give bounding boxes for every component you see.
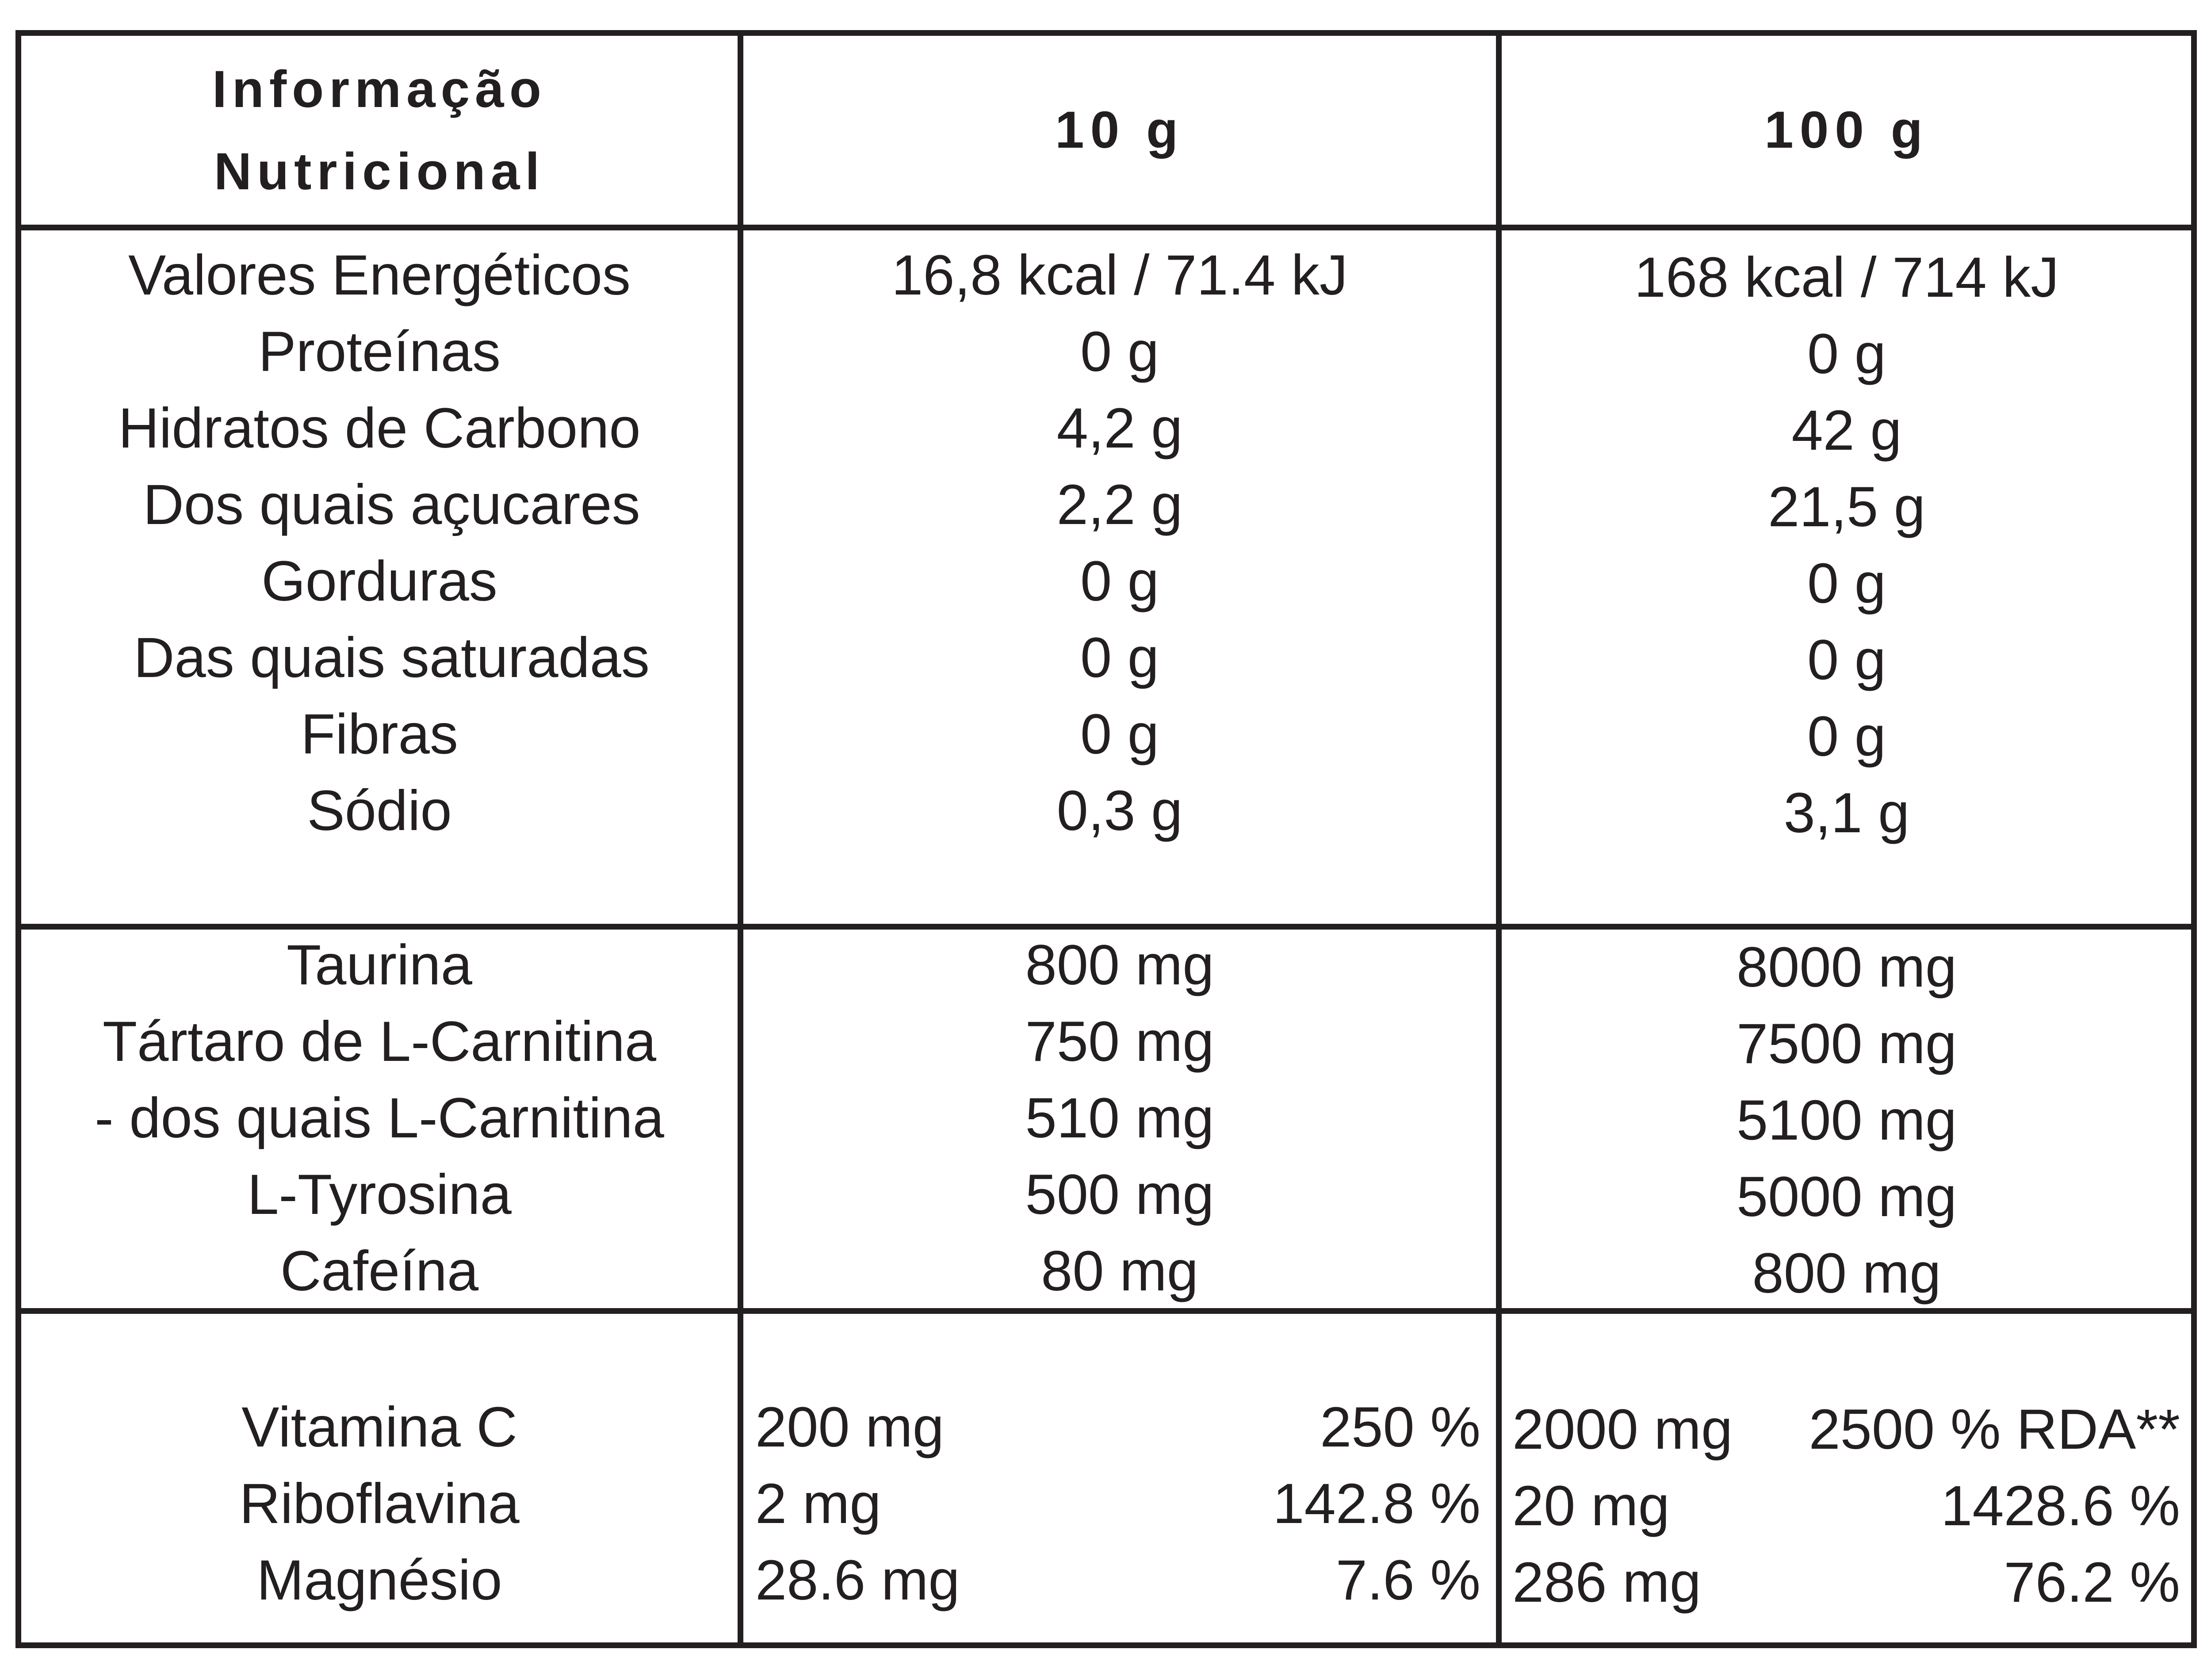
vitamin-amount-100g: 2000 mg	[1512, 1398, 1733, 1461]
vitamin-amount-10g: 2 mg	[755, 1472, 881, 1535]
nutrient-value-10g: 0 g	[1080, 626, 1159, 689]
vitamin-label: Riboflavina	[239, 1472, 520, 1535]
nutrients-labels: Valores Energéticos Proteínas Hidratos d…	[21, 237, 738, 849]
header-title-line1: Informação	[212, 60, 547, 119]
vitamin-row-10g: 2 mg 142.8 %	[755, 1466, 1480, 1542]
nutrient-value-100g: 3,1 g	[1783, 781, 1910, 845]
column-divider-1	[738, 36, 743, 1642]
active-value-10g: 80 mg	[1041, 1240, 1198, 1303]
row-divider-actives	[21, 1308, 2191, 1314]
nutrient-label: Dos quais açucares	[143, 473, 640, 536]
nutrient-value-10g: 2,2 g	[1056, 473, 1183, 536]
active-value-10g: 800 mg	[1025, 934, 1214, 997]
header-col-10g: 10 g	[1055, 101, 1185, 159]
active-value-10g: 510 mg	[1025, 1087, 1214, 1150]
nutrients-values-10g: 16,8 kcal / 71.4 kJ 0 g 4,2 g 2,2 g 0 g …	[743, 237, 1496, 849]
nutrient-value-10g: 4,2 g	[1056, 397, 1183, 460]
vitamins-labels: Vitamina C Riboflavina Magnésio	[21, 1389, 738, 1619]
actives-labels: Taurina Tártaro de L-Carnitina - dos qua…	[21, 927, 738, 1309]
vitamin-label: Magnésio	[256, 1549, 502, 1612]
active-value-100g: 800 mg	[1752, 1242, 1941, 1305]
vitamin-amount-10g: 200 mg	[755, 1396, 944, 1459]
vitamin-row-100g: 2000 mg 2500 % RDA**	[1512, 1391, 2180, 1468]
column-divider-2	[1496, 36, 1502, 1642]
nutrient-label: Das quais saturadas	[134, 626, 650, 689]
vitamin-rda-100g: 76.2 %	[2004, 1551, 2180, 1614]
nutrient-label: Fibras	[301, 703, 458, 766]
nutrients-values-100g: 168 kcal / 714 kJ 0 g 42 g 21,5 g 0 g 0 …	[1502, 239, 2192, 851]
active-label: L-Tyrosina	[247, 1163, 512, 1226]
nutrient-value-10g: 0 g	[1080, 703, 1159, 766]
vitamin-rda-100g: 2500 % RDA**	[1809, 1398, 2180, 1461]
nutrient-label: Valores Energéticos	[128, 244, 631, 307]
header-title-line2: Nutricional	[214, 142, 545, 201]
nutrient-value-10g: 0 g	[1080, 550, 1159, 613]
active-value-10g: 500 mg	[1025, 1163, 1214, 1226]
vitamin-row-10g: 200 mg 250 %	[755, 1389, 1480, 1466]
nutrient-value-100g: 42 g	[1791, 399, 1902, 462]
active-value-100g: 7500 mg	[1736, 1012, 1957, 1075]
active-label: - dos quais L-Carnitina	[95, 1087, 664, 1150]
nutrient-value-10g: 0,3 g	[1056, 779, 1183, 842]
actives-values-100g: 8000 mg 7500 mg 5100 mg 5000 mg 800 mg	[1502, 929, 2192, 1312]
vitamin-rda-10g: 142.8 %	[1273, 1472, 1480, 1535]
vitamin-amount-100g: 20 mg	[1512, 1474, 1670, 1538]
vitamin-row-100g: 20 mg 1428.6 %	[1512, 1468, 2180, 1544]
nutrient-value-100g: 0 g	[1807, 322, 1886, 386]
vitamin-row-10g: 28.6 mg 7.6 %	[755, 1542, 1480, 1619]
nutrient-value-10g: 0 g	[1080, 320, 1159, 383]
vitamins-values-10g: 200 mg 250 % 2 mg 142.8 % 28.6 mg 7.6 %	[755, 1389, 1480, 1619]
row-divider-header	[21, 225, 2191, 230]
nutrient-value-100g: 0 g	[1807, 552, 1886, 615]
active-label: Tártaro de L-Carnitina	[102, 1010, 657, 1073]
header-col-100g: 100 g	[1764, 101, 1929, 159]
active-label: Taurina	[287, 934, 472, 997]
nutrition-table: Informação Nutricional 10 g 100 g Valore…	[15, 30, 2197, 1648]
vitamin-rda-10g: 7.6 %	[1335, 1549, 1480, 1612]
active-value-10g: 750 mg	[1025, 1010, 1214, 1073]
active-value-100g: 5100 mg	[1736, 1089, 1957, 1152]
active-label: Cafeína	[280, 1240, 479, 1303]
nutrient-label: Sódio	[307, 779, 452, 842]
vitamin-amount-10g: 28.6 mg	[755, 1549, 960, 1612]
nutrient-value-100g: 21,5 g	[1768, 475, 1925, 539]
active-value-100g: 5000 mg	[1736, 1165, 1957, 1228]
nutrient-value-100g: 0 g	[1807, 628, 1886, 692]
actives-values-10g: 800 mg 750 mg 510 mg 500 mg 80 mg	[743, 927, 1496, 1309]
vitamin-rda-100g: 1428.6 %	[1941, 1474, 2180, 1538]
vitamin-rda-10g: 250 %	[1320, 1396, 1480, 1459]
row-divider-nutrients	[21, 924, 2191, 930]
header-title: Informação Nutricional	[21, 36, 738, 225]
vitamin-label: Vitamina C	[241, 1396, 517, 1459]
nutrient-value-100g: 168 kcal / 714 kJ	[1634, 246, 2059, 309]
vitamin-amount-100g: 286 mg	[1512, 1551, 1701, 1614]
nutrient-label: Gorduras	[261, 550, 497, 613]
vitamin-row-100g: 286 mg 76.2 %	[1512, 1544, 2180, 1621]
active-value-100g: 8000 mg	[1736, 936, 1957, 999]
nutrient-value-10g: 16,8 kcal / 71.4 kJ	[891, 244, 1348, 307]
nutrient-value-100g: 0 g	[1807, 705, 1886, 768]
nutrient-label: Hidratos de Carbono	[118, 397, 641, 460]
nutrient-label: Proteínas	[258, 320, 501, 383]
vitamins-values-100g: 2000 mg 2500 % RDA** 20 mg 1428.6 % 286 …	[1512, 1391, 2180, 1621]
